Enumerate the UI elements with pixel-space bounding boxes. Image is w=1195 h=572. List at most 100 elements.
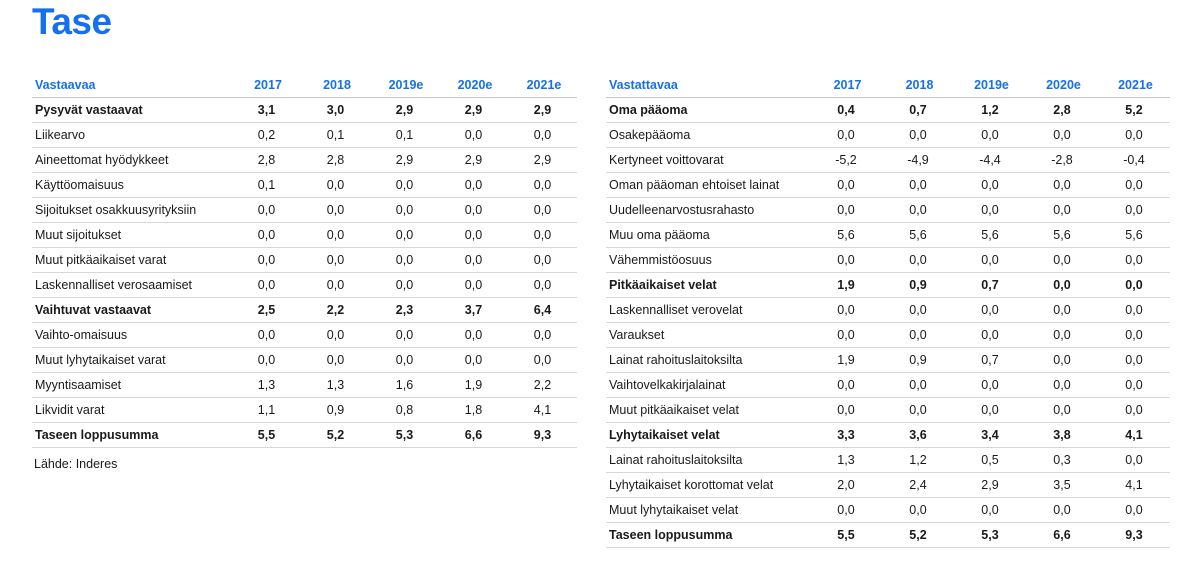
liabilities-row-value: 0,0 bbox=[810, 322, 882, 348]
assets-row-value: 1,9 bbox=[439, 372, 508, 398]
liabilities-row-label: Lyhytaikaiset velat bbox=[606, 422, 810, 448]
assets-row-value: 0,0 bbox=[370, 272, 439, 298]
liabilities-row-value: 0,0 bbox=[1098, 322, 1170, 348]
liabilities-row-value: 0,7 bbox=[882, 97, 954, 123]
liabilities-row-value: 5,6 bbox=[882, 222, 954, 248]
assets-row-label: Laskennalliset verosaamiset bbox=[32, 272, 232, 298]
liabilities-row-value: 0,0 bbox=[882, 247, 954, 273]
liabilities-row-value: -5,2 bbox=[810, 147, 882, 173]
assets-row-value: 5,2 bbox=[301, 422, 370, 448]
assets-row-value: 9,3 bbox=[508, 422, 577, 448]
liabilities-row-label: Varaukset bbox=[606, 322, 810, 348]
assets-subtotal-row: Pysyvät vastaavat 3,1 3,0 2,9 2,9 2,9 bbox=[32, 97, 577, 123]
assets-row-value: 1,3 bbox=[232, 372, 301, 398]
liabilities-row-value: 0,0 bbox=[1026, 322, 1098, 348]
assets-row-value: 0,0 bbox=[439, 347, 508, 373]
liabilities-header-row: Vastattavaa 2017 2018 2019e 2020e 2021e bbox=[606, 73, 1170, 98]
liabilities-subtotal-row: Oma pääoma 0,4 0,7 1,2 2,8 5,2 bbox=[606, 97, 1170, 123]
assets-row-label: Sijoitukset osakkuusyrityksiin bbox=[32, 197, 232, 223]
assets-row-value: 0,0 bbox=[439, 322, 508, 348]
liabilities-row: Muu oma pääoma 5,6 5,6 5,6 5,6 5,6 bbox=[606, 222, 1170, 248]
liabilities-row-value: 0,3 bbox=[1026, 447, 1098, 473]
assets-row-value: 0,0 bbox=[301, 322, 370, 348]
liabilities-row: Osakepääoma 0,0 0,0 0,0 0,0 0,0 bbox=[606, 122, 1170, 148]
assets-row-value: 5,5 bbox=[232, 422, 301, 448]
assets-row-value: 0,0 bbox=[232, 347, 301, 373]
liabilities-row-value: 5,6 bbox=[1098, 222, 1170, 248]
liabilities-row-value: 0,0 bbox=[1026, 397, 1098, 423]
assets-row-label: Vaihto-omaisuus bbox=[32, 322, 232, 348]
assets-row-value: 2,2 bbox=[508, 372, 577, 398]
assets-row-value: 0,0 bbox=[508, 222, 577, 248]
liabilities-row-value: 5,2 bbox=[882, 522, 954, 548]
assets-row: Vaihto-omaisuus 0,0 0,0 0,0 0,0 0,0 bbox=[32, 322, 577, 348]
assets-row-value: 0,0 bbox=[370, 172, 439, 198]
assets-row: Muut sijoitukset 0,0 0,0 0,0 0,0 0,0 bbox=[32, 222, 577, 248]
liabilities-row-value: 0,0 bbox=[882, 497, 954, 523]
liabilities-row-value: 0,0 bbox=[1098, 347, 1170, 373]
liabilities-row-value: 2,0 bbox=[810, 472, 882, 498]
liabilities-header-2021e: 2021e bbox=[1098, 73, 1170, 98]
assets-row-label: Liikearvo bbox=[32, 122, 232, 148]
assets-row-value: 1,8 bbox=[439, 397, 508, 423]
liabilities-row-value: 0,0 bbox=[882, 397, 954, 423]
liabilities-row-value: 0,0 bbox=[954, 372, 1026, 398]
liabilities-row-value: 0,0 bbox=[1026, 247, 1098, 273]
assets-row-value: 2,3 bbox=[370, 297, 439, 323]
assets-row-value: 0,0 bbox=[508, 122, 577, 148]
liabilities-row-label: Muut lyhytaikaiset velat bbox=[606, 497, 810, 523]
liabilities-row-value: 0,7 bbox=[954, 272, 1026, 298]
liabilities-row-label: Vaihtovelkakirjalainat bbox=[606, 372, 810, 398]
liabilities-row-value: 0,0 bbox=[882, 372, 954, 398]
liabilities-row-value: 1,9 bbox=[810, 272, 882, 298]
liabilities-row-value: 3,5 bbox=[1026, 472, 1098, 498]
liabilities-row: Vaihtovelkakirjalainat 0,0 0,0 0,0 0,0 0,0 bbox=[606, 372, 1170, 398]
assets-row-value: 3,7 bbox=[439, 297, 508, 323]
liabilities-row: Lyhytaikaiset korottomat velat 2,0 2,4 2,9 3… bbox=[606, 472, 1170, 498]
assets-row-value: 0,0 bbox=[508, 247, 577, 273]
liabilities-row: Laskennalliset verovelat 0,0 0,0 0,0 0,0 0,0 bbox=[606, 297, 1170, 323]
liabilities-row-value: 4,1 bbox=[1098, 422, 1170, 448]
assets-row: Käyttöomaisuus 0,1 0,0 0,0 0,0 0,0 bbox=[32, 172, 577, 198]
assets-row: Aineettomat hyödykkeet 2,8 2,8 2,9 2,9 2,9 bbox=[32, 147, 577, 173]
liabilities-row-label: Lainat rahoituslaitoksilta bbox=[606, 447, 810, 473]
liabilities-row-value: 0,0 bbox=[954, 197, 1026, 223]
assets-row-value: 0,0 bbox=[301, 222, 370, 248]
assets-row-value: 0,0 bbox=[232, 272, 301, 298]
assets-row-value: 4,1 bbox=[508, 397, 577, 423]
liabilities-row-value: 0,0 bbox=[1026, 372, 1098, 398]
assets-row-value: 5,3 bbox=[370, 422, 439, 448]
assets-row: Myyntisaamiset 1,3 1,3 1,6 1,9 2,2 bbox=[32, 372, 577, 398]
assets-row-value: 0,0 bbox=[232, 247, 301, 273]
liabilities-row-label: Osakepääoma bbox=[606, 122, 810, 148]
page-title: Tase bbox=[32, 1, 112, 42]
liabilities-row-value: 0,0 bbox=[1098, 272, 1170, 298]
liabilities-row-value: 0,4 bbox=[810, 97, 882, 123]
assets-row-value: 3,0 bbox=[301, 97, 370, 123]
assets-row-value: 0,0 bbox=[301, 247, 370, 273]
liabilities-subtotal-row: Lyhytaikaiset velat 3,3 3,6 3,4 3,8 4,1 bbox=[606, 422, 1170, 448]
liabilities-row-value: 0,0 bbox=[1098, 172, 1170, 198]
assets-row-value: 1,3 bbox=[301, 372, 370, 398]
assets-row-value: 0,0 bbox=[439, 197, 508, 223]
assets-row-value: 6,4 bbox=[508, 297, 577, 323]
liabilities-row-value: 0,0 bbox=[1098, 447, 1170, 473]
liabilities-row-value: 0,0 bbox=[954, 397, 1026, 423]
liabilities-row-value: 0,0 bbox=[810, 497, 882, 523]
assets-row-value: 0,0 bbox=[439, 247, 508, 273]
assets-row-value: 3,1 bbox=[232, 97, 301, 123]
liabilities-row-value: 5,6 bbox=[1026, 222, 1098, 248]
assets-row-value: 0,2 bbox=[232, 122, 301, 148]
assets-row-value: 0,0 bbox=[370, 322, 439, 348]
liabilities-row-value: 5,3 bbox=[954, 522, 1026, 548]
liabilities-row-value: 5,6 bbox=[954, 222, 1026, 248]
assets-row-value: 0,0 bbox=[301, 172, 370, 198]
liabilities-row-value: 2,9 bbox=[954, 472, 1026, 498]
liabilities-row-value: 0,0 bbox=[1026, 122, 1098, 148]
liabilities-row-value: 0,0 bbox=[810, 297, 882, 323]
liabilities-row-value: 0,0 bbox=[1026, 197, 1098, 223]
liabilities-row-value: 0,0 bbox=[810, 397, 882, 423]
liabilities-header-2020e: 2020e bbox=[1026, 73, 1098, 98]
liabilities-header-2017: 2017 bbox=[810, 73, 882, 98]
liabilities-subtotal-row: Pitkäaikaiset velat 1,9 0,9 0,7 0,0 0,0 bbox=[606, 272, 1170, 298]
